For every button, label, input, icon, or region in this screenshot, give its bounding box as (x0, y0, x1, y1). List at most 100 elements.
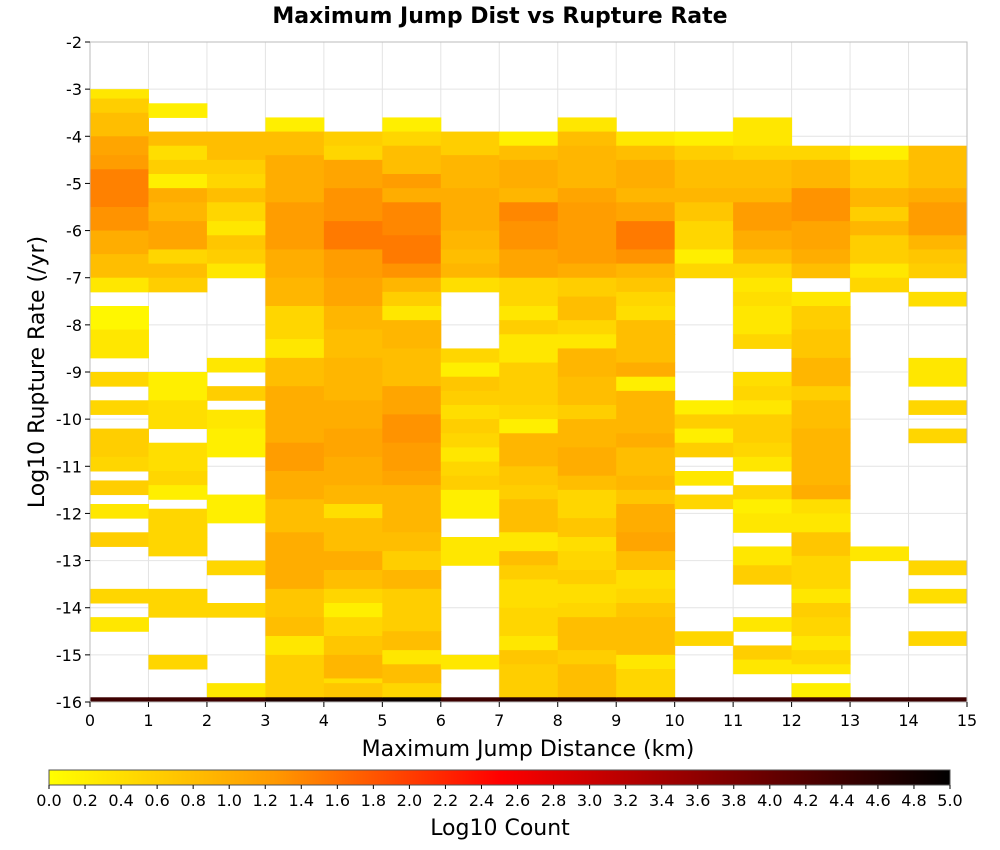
heatmap-cell (440, 263, 500, 279)
heatmap-cell (148, 249, 208, 265)
heatmap-cell (440, 362, 500, 378)
colorbar-tick-label: 4.6 (865, 791, 890, 810)
heatmap-cell (616, 159, 676, 189)
heatmap-cell (908, 249, 968, 265)
heatmap-cell (791, 617, 851, 637)
heatmap-cell (791, 650, 851, 665)
heatmap-cell (148, 442, 208, 472)
heatmap-cell (499, 579, 559, 609)
y-tick-label: -11 (56, 457, 82, 476)
heatmap-cell (265, 386, 325, 444)
heatmap-cell (733, 159, 793, 189)
heatmap-cell (733, 249, 793, 265)
heatmap-cell (382, 683, 442, 698)
heatmap-cell (733, 499, 793, 514)
heatmap-cell (323, 306, 383, 331)
y-tick-label: -10 (56, 410, 82, 429)
x-tick-label: 10 (664, 711, 684, 730)
heatmap-cell (323, 636, 383, 656)
heatmap-cell (382, 551, 442, 571)
heatmap-cell (499, 499, 559, 533)
heatmap-cell (382, 145, 442, 175)
heatmap-cell (557, 537, 617, 552)
heatmap-cell (440, 249, 500, 265)
heatmap-cell (148, 159, 208, 175)
heatmap-cell (206, 188, 266, 203)
heatmap-cell (440, 405, 500, 420)
heatmap-cell (90, 372, 149, 387)
heatmap-cell (265, 697, 325, 703)
heatmap-cell (557, 419, 617, 448)
heatmap-cell (674, 442, 734, 458)
colorbar-tick-label: 3.8 (721, 791, 746, 810)
heatmap-cell (674, 249, 734, 265)
heatmap-cell (616, 447, 676, 477)
heatmap-cell (733, 230, 793, 250)
heatmap-cell (206, 202, 266, 222)
heatmap-cell (440, 551, 500, 566)
heatmap-cell (265, 339, 325, 359)
heatmap-cell (616, 334, 676, 364)
heatmap-cell (148, 145, 208, 161)
heatmap-cell (90, 254, 149, 279)
colorbar-tick-label: 2.0 (397, 791, 422, 810)
heatmap-cell (323, 188, 383, 222)
y-tick-label: -13 (56, 552, 82, 571)
heatmap-cell (791, 357, 851, 387)
heatmap-cell (557, 584, 617, 604)
heatmap-cell (557, 235, 617, 265)
heatmap-cell (616, 221, 676, 250)
heatmap-cells (90, 89, 968, 703)
heatmap-cell (440, 489, 500, 519)
heatmap-cell (499, 419, 559, 434)
heatmap-cell (908, 560, 968, 576)
heatmap-cell (908, 588, 968, 604)
heatmap-cell (850, 145, 910, 161)
heatmap-cell (148, 221, 208, 250)
colorbar-tick-label: 0.8 (180, 791, 205, 810)
heatmap-cell (440, 447, 500, 463)
heatmap-cell (90, 207, 149, 232)
heatmap-cell (206, 560, 266, 576)
heatmap-cell (733, 306, 793, 335)
heatmap-cell (323, 221, 383, 250)
heatmap-cell (148, 400, 208, 430)
heatmap-cell (148, 103, 208, 118)
colorbar-label: Log10 Count (430, 816, 570, 841)
colorbar-tick-label: 2.4 (469, 791, 494, 810)
heatmap-cell (850, 277, 910, 293)
heatmap-cell (674, 159, 734, 189)
heatmap-cell (557, 277, 617, 298)
heatmap-cell (90, 169, 149, 208)
y-tick-label: -3 (66, 80, 82, 99)
heatmap-cell (323, 518, 383, 552)
x-tick-label: 3 (260, 711, 270, 730)
colorbar-tick-label: 0.0 (36, 791, 61, 810)
heatmap-cell (206, 249, 266, 265)
y-axis-ticks: -2 -3 -4 -5 -6 -7 -8 -9 -10 -11 -12 -13 -14 -15 -16 (56, 33, 90, 712)
heatmap-cell (557, 650, 617, 665)
heatmap-cell (323, 400, 383, 430)
heatmap-cell (557, 320, 617, 335)
heatmap-cell (206, 409, 266, 430)
heatmap-cell (733, 442, 793, 458)
heatmap-cell (733, 485, 793, 500)
y-tick-label: -7 (66, 269, 82, 288)
heatmap-cell (791, 159, 851, 189)
heatmap-cell (733, 400, 793, 415)
colorbar-tick-label: 4.0 (757, 791, 782, 810)
heatmap-cell (850, 697, 910, 703)
heatmap-cell (616, 320, 676, 335)
heatmap-cell (499, 607, 559, 637)
heatmap-cell (499, 433, 559, 467)
heatmap-cell (323, 428, 383, 458)
heatmap-cell (499, 650, 559, 665)
heatmap-cell (616, 291, 676, 307)
heatmap-cell (499, 320, 559, 335)
heatmap-cell (440, 390, 500, 406)
heatmap-cell (90, 428, 149, 458)
heatmap-cell (90, 532, 149, 547)
heatmap-cell (90, 98, 149, 114)
heatmap-cell (265, 532, 325, 571)
heatmap-cell (557, 603, 617, 618)
